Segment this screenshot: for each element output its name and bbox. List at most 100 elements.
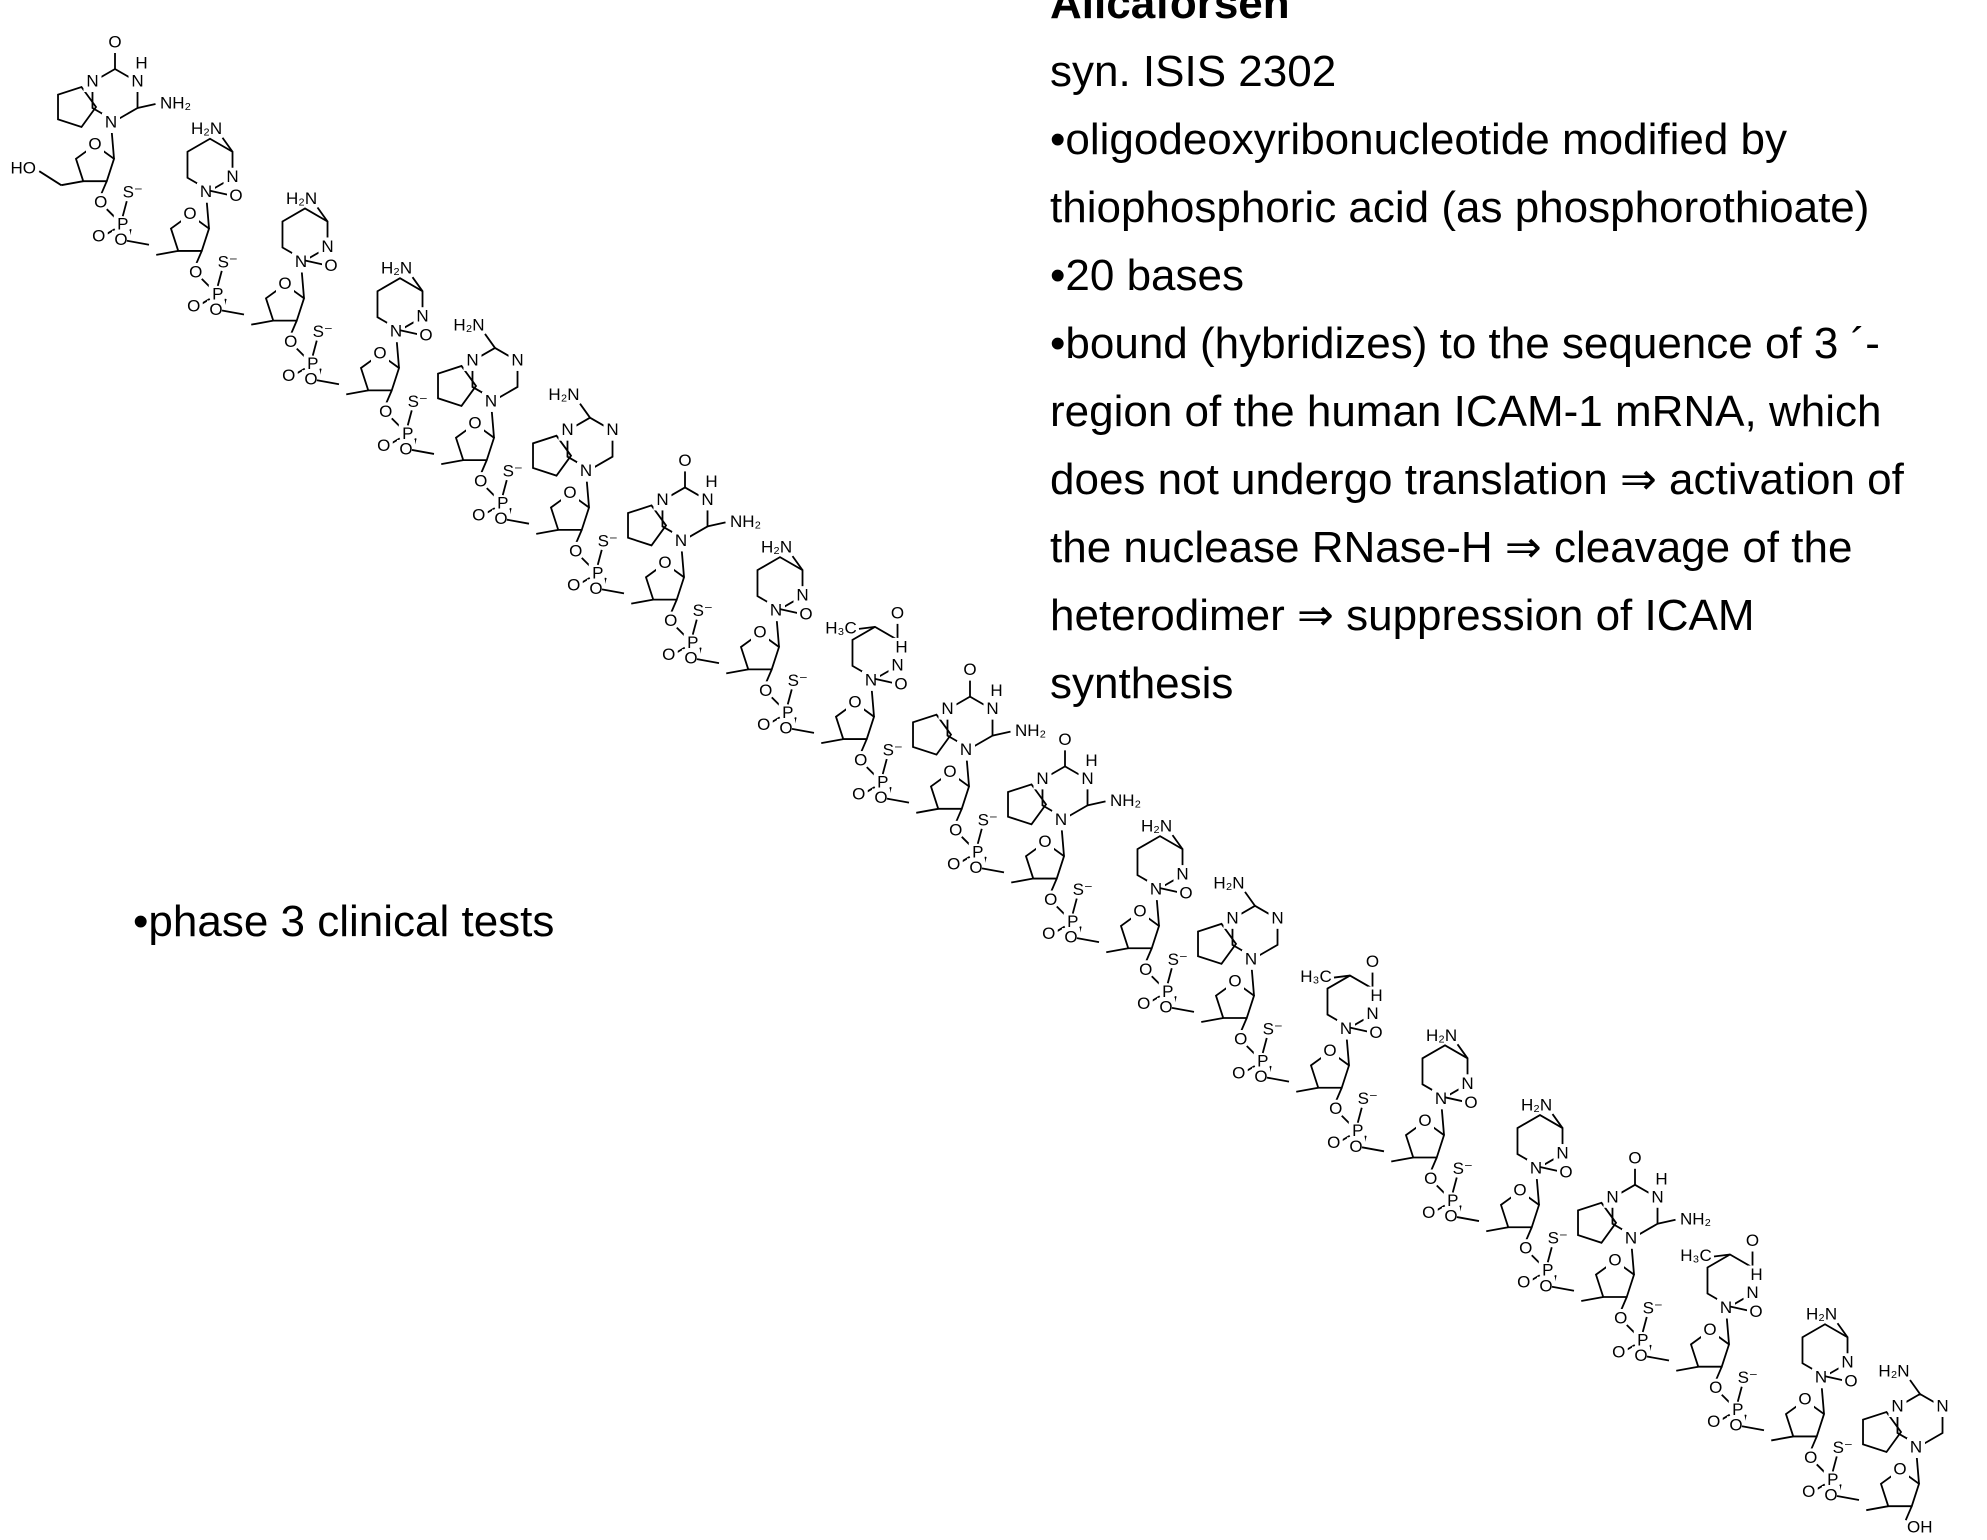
atom-label-bg bbox=[387, 322, 405, 343]
ring-5 bbox=[1499, 1189, 1541, 1229]
atom-label: P bbox=[1352, 1121, 1363, 1140]
atom-label-bg bbox=[983, 699, 1002, 720]
atom-label-bg bbox=[1134, 994, 1153, 1015]
atom-label-bg bbox=[1538, 1261, 1557, 1282]
ring-5 bbox=[1862, 1410, 1903, 1454]
atom-label: O bbox=[1349, 1137, 1362, 1156]
bond bbox=[791, 555, 804, 571]
atom-label-bg bbox=[892, 674, 910, 695]
bond bbox=[1171, 1006, 1195, 1013]
atom-label: S⁻ bbox=[1168, 950, 1188, 969]
atom-label-bg bbox=[223, 167, 242, 188]
bond bbox=[1646, 1355, 1670, 1362]
bond bbox=[1657, 1218, 1676, 1225]
bond bbox=[311, 340, 318, 356]
atom-label-bg bbox=[1727, 1416, 1745, 1437]
atom-label-bg bbox=[846, 692, 864, 713]
atom-label: H₂N bbox=[191, 119, 222, 138]
text-line: the nuclease RNase-H ⇒ cleavage of the bbox=[1050, 523, 1853, 572]
atom-label: O bbox=[1519, 1239, 1532, 1258]
atom-label-bg bbox=[376, 402, 395, 423]
bond bbox=[1266, 1076, 1290, 1083]
atom-label: O bbox=[1159, 997, 1172, 1016]
atom-label: O bbox=[1464, 1093, 1477, 1112]
atom-label-bg bbox=[1416, 1111, 1434, 1132]
atom-label-bg bbox=[1701, 1320, 1719, 1341]
atom-label: N bbox=[1720, 1298, 1732, 1317]
atom-label-bg bbox=[1633, 1330, 1652, 1351]
atom-label: O bbox=[1559, 1163, 1572, 1182]
atom-label: N bbox=[1815, 1368, 1827, 1387]
bond bbox=[1736, 1386, 1743, 1402]
bond bbox=[411, 449, 435, 455]
atom-label: O bbox=[949, 820, 962, 839]
atom-label: O bbox=[874, 788, 887, 807]
atom-label-bg bbox=[482, 391, 500, 412]
atom-label-bg bbox=[1268, 908, 1287, 929]
atom-label: S⁻ bbox=[503, 462, 523, 481]
atom-label-bg bbox=[1822, 1486, 1840, 1506]
atom-label: O bbox=[1539, 1276, 1552, 1295]
atom-label: N bbox=[1625, 1228, 1637, 1247]
ring-5 bbox=[929, 771, 971, 810]
atom-label-bg bbox=[698, 490, 717, 511]
atom-label: O bbox=[894, 674, 907, 693]
atom-label: N bbox=[1271, 908, 1283, 927]
bond bbox=[954, 808, 963, 824]
atom-label-bg bbox=[397, 439, 415, 460]
atom-label: O bbox=[848, 692, 861, 711]
atom-label: O bbox=[563, 483, 576, 502]
atom-label: O bbox=[324, 256, 337, 275]
atom-label-bg bbox=[1743, 1231, 1762, 1252]
bond bbox=[1361, 1146, 1385, 1153]
atom-label: P bbox=[1827, 1470, 1838, 1489]
atom-label: N bbox=[511, 350, 523, 369]
atom-label-bg bbox=[86, 135, 104, 155]
bond bbox=[384, 390, 393, 405]
atom-label-bg bbox=[1231, 1030, 1250, 1051]
bond bbox=[1076, 937, 1100, 943]
atom-label: OH bbox=[1907, 1518, 1933, 1537]
atom-label: N bbox=[1556, 1144, 1568, 1163]
atom-label: O bbox=[799, 605, 812, 624]
atom-label: O bbox=[753, 623, 766, 642]
atom-label-bg bbox=[1801, 1448, 1820, 1469]
atom-label: H₂N bbox=[761, 538, 792, 557]
atom-label: O bbox=[1893, 1459, 1906, 1478]
atom-label-bg bbox=[587, 579, 605, 600]
atom-label: P bbox=[1542, 1261, 1553, 1280]
bond bbox=[1244, 891, 1256, 907]
atom-label-bg bbox=[588, 563, 607, 584]
atom-label-bg bbox=[469, 506, 488, 527]
bond bbox=[976, 828, 983, 845]
atom-label-bg bbox=[91, 193, 110, 214]
atom-label-bg bbox=[1838, 1353, 1857, 1374]
atom-label-bg bbox=[1933, 1397, 1952, 1417]
atom-label: S⁻ bbox=[1453, 1159, 1473, 1178]
atom-label-bg bbox=[1812, 1368, 1830, 1389]
atom-label: O bbox=[1254, 1067, 1267, 1086]
atom-label: P bbox=[877, 773, 888, 792]
atom-label: O bbox=[1612, 1342, 1625, 1361]
atom-label: O bbox=[854, 751, 867, 770]
atom-label: S⁻ bbox=[598, 531, 618, 550]
atom-label-bg bbox=[967, 858, 985, 879]
atom-label: O bbox=[1798, 1390, 1811, 1409]
atom-label: O bbox=[474, 472, 487, 491]
bond bbox=[1071, 898, 1078, 914]
ring-5 bbox=[1007, 783, 1048, 826]
atom-label: O bbox=[399, 439, 412, 458]
atom-label-bg bbox=[1036, 832, 1054, 853]
bond bbox=[1049, 878, 1058, 893]
bond bbox=[886, 797, 910, 804]
atom-label: O bbox=[1418, 1111, 1431, 1130]
atom-label: O bbox=[1729, 1416, 1742, 1435]
atom-label: N bbox=[86, 71, 98, 90]
atom-label-bg bbox=[1652, 1169, 1671, 1190]
atom-label-bg bbox=[1324, 1133, 1343, 1154]
bond bbox=[289, 320, 298, 336]
bond bbox=[691, 619, 698, 635]
ring-5 bbox=[1197, 922, 1238, 965]
